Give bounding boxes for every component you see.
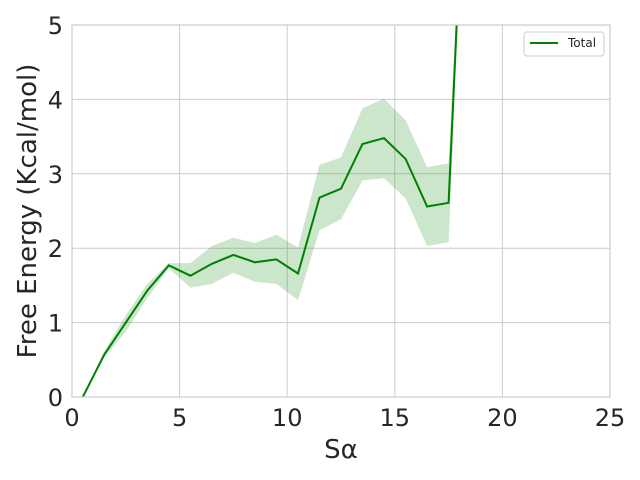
legend-box [523, 31, 605, 57]
y-tick-label: 5 [48, 12, 63, 40]
y-tick-label: 3 [48, 161, 63, 189]
y-tick-label: 0 [48, 384, 63, 412]
y-axis-label: Free Energy (Kcal/mol) [13, 64, 43, 359]
x-tick-label: 15 [380, 404, 411, 432]
x-tick-labels: 0 5 10 15 20 25 [64, 404, 625, 432]
plot-area [72, 25, 610, 397]
x-tick-label: 0 [64, 404, 79, 432]
y-tick-label: 2 [48, 235, 63, 263]
series-line-total [81, 25, 458, 397]
y-tick-labels: 0 1 2 3 4 5 [48, 12, 63, 412]
grid [71, 24, 611, 398]
legend: Total [523, 31, 605, 57]
x-axis-label: Sα [324, 435, 358, 465]
plot-frame [71, 24, 611, 398]
x-tick-label: 5 [172, 404, 187, 432]
x-tick-label: 20 [487, 404, 518, 432]
x-tick-label: 10 [272, 404, 303, 432]
y-tick-label: 4 [48, 86, 63, 114]
x-tick-label: 25 [595, 404, 626, 432]
y-tick-label: 1 [48, 310, 63, 338]
confidence-band [82, 25, 458, 397]
legend-label-total: Total [567, 36, 596, 50]
